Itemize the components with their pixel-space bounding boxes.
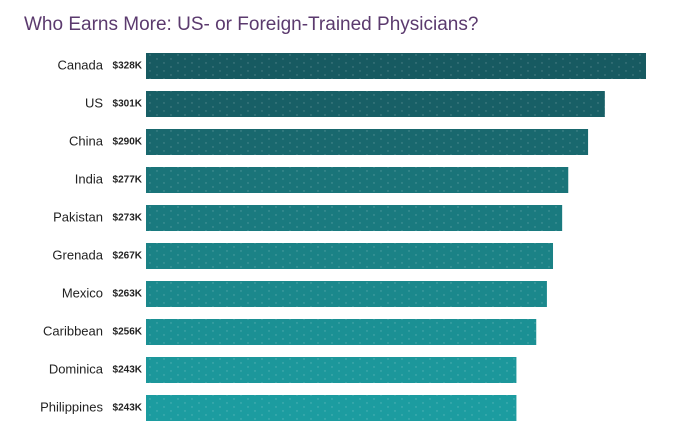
bar [146, 319, 537, 345]
bar [146, 243, 554, 269]
value-label: $267K [113, 251, 143, 262]
category-label: Caribbean [43, 323, 103, 338]
bar [146, 53, 646, 79]
bar [146, 167, 569, 193]
category-label: Grenada [52, 247, 103, 262]
value-label: $243K [113, 403, 143, 414]
bar [146, 281, 547, 307]
value-label: $301K [113, 99, 143, 110]
value-label: $273K [113, 213, 143, 224]
category-label: Mexico [62, 285, 103, 300]
category-label: India [75, 171, 104, 186]
value-label: $243K [113, 365, 143, 376]
category-label: Philippines [40, 399, 103, 414]
category-label: US [85, 95, 103, 110]
value-label: $263K [113, 289, 143, 300]
bar [146, 91, 605, 117]
bar [146, 129, 589, 155]
category-label: Canada [57, 57, 103, 72]
chart-title: Who Earns More: US- or Foreign-Trained P… [24, 14, 478, 35]
bar [146, 205, 563, 231]
value-label: $256K [113, 327, 143, 338]
value-label: $328K [113, 61, 143, 72]
bar [146, 357, 517, 383]
category-label: Dominica [49, 361, 104, 376]
bar [146, 395, 517, 421]
category-label: Pakistan [53, 209, 103, 224]
value-label: $277K [113, 175, 143, 186]
value-label: $290K [113, 137, 143, 148]
category-label: China [69, 133, 104, 148]
